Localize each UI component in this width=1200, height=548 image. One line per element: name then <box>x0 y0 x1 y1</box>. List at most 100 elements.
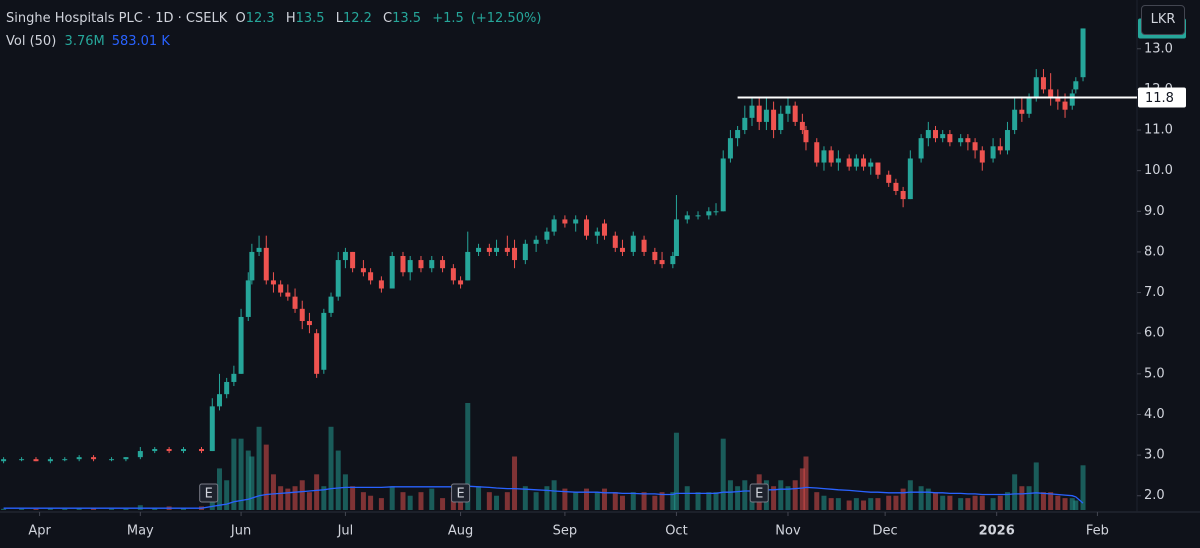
candle-body <box>1 459 7 462</box>
candle-body <box>947 134 953 143</box>
volume-bar <box>476 486 482 510</box>
candle-body <box>76 457 82 460</box>
symbol-title: Singhe Hospitals PLC · 1D · CSELK <box>6 11 228 26</box>
volume-bar <box>1080 465 1086 510</box>
volume-bar <box>958 498 964 510</box>
volume-bar <box>278 486 284 510</box>
candle-body <box>544 231 550 240</box>
volume-bar <box>562 488 568 510</box>
volume-bar <box>418 492 424 510</box>
volume-bar <box>256 426 262 510</box>
volume-bar <box>292 486 298 510</box>
x-tick-label: Aug <box>448 524 473 539</box>
volume-bar <box>868 498 874 510</box>
candle-body <box>256 247 262 252</box>
y-tick-label: 2.0 <box>1144 488 1165 503</box>
candle-body <box>861 158 867 167</box>
candle-body <box>263 247 269 281</box>
volume-bar <box>594 492 600 510</box>
y-tick-label: 3.0 <box>1144 448 1165 463</box>
candle-body <box>846 158 852 167</box>
ohlc-label: H <box>285 11 296 26</box>
ohlc-label: C <box>383 11 393 26</box>
volume-bar <box>321 486 327 510</box>
candle-body <box>803 130 809 143</box>
candle-body <box>328 296 334 313</box>
candle-body <box>641 239 647 252</box>
y-tick-label: 6.0 <box>1144 326 1165 341</box>
candle-body <box>209 406 215 452</box>
volume-bar <box>458 495 464 510</box>
candle-body <box>630 235 636 252</box>
volume-bar <box>861 500 867 510</box>
candle-body <box>299 308 305 322</box>
volume-bar <box>216 468 222 510</box>
candle-body <box>594 231 600 236</box>
volume-bar <box>771 486 777 510</box>
volume-bar <box>583 488 589 510</box>
y-tick-label: 11.0 <box>1144 123 1173 138</box>
volume-bar <box>544 486 550 510</box>
x-tick-label: Apr <box>28 524 51 539</box>
volume-bar <box>706 492 712 510</box>
x-tick-label: Dec <box>873 524 898 539</box>
event-label: E <box>755 487 763 502</box>
candle-body <box>875 162 881 175</box>
volume-bar <box>47 508 53 510</box>
ohlc-value: 12.2 <box>342 11 372 26</box>
volume-bar <box>33 508 39 510</box>
volume-bar <box>1004 492 1010 510</box>
volume-bar <box>360 492 366 510</box>
volume-bar <box>835 498 841 510</box>
y-tick-label: 9.0 <box>1144 204 1165 219</box>
volume-bar <box>19 508 25 510</box>
volume-bar <box>875 498 881 510</box>
volume-bar <box>429 488 435 510</box>
candle-body <box>900 190 906 200</box>
volume-bar <box>742 480 748 510</box>
volume-bar <box>997 495 1003 510</box>
hline-label: 11.8 <box>1145 91 1174 106</box>
candle-body <box>868 162 874 167</box>
volume-bar <box>123 508 129 510</box>
candle-body <box>522 243 528 261</box>
volume-bar <box>378 498 384 510</box>
candle-body <box>749 105 755 118</box>
candle-body <box>979 150 985 163</box>
candle-body <box>1012 109 1018 131</box>
volume-bar <box>368 495 374 510</box>
volume-bar <box>285 488 291 510</box>
volume-bar <box>314 474 320 510</box>
volume-bar <box>389 486 395 510</box>
candle-body <box>551 219 557 232</box>
volume-bar <box>486 492 492 510</box>
currency-button[interactable]: LKR <box>1141 5 1185 35</box>
candle-body <box>713 211 719 213</box>
candle-body <box>1080 28 1086 78</box>
candle-body <box>972 142 978 151</box>
volume-bar <box>918 486 924 510</box>
candle-body <box>91 457 97 460</box>
volume-bar <box>612 492 618 510</box>
volume-bar <box>940 495 946 510</box>
volume-bar <box>828 498 834 510</box>
candle-body <box>360 268 366 273</box>
candle-body <box>314 333 320 374</box>
volume-bar <box>224 480 230 510</box>
ohlc-label: O <box>235 11 246 26</box>
volume-bar <box>512 456 518 510</box>
candle-body <box>166 449 172 452</box>
volume-bar <box>720 438 726 510</box>
volume-bar <box>407 495 413 510</box>
candle-body <box>893 182 899 191</box>
candle-body <box>573 219 579 224</box>
candle-body <box>1062 101 1068 110</box>
candle-body <box>137 451 143 458</box>
candle-body <box>418 260 424 269</box>
candle-body <box>652 251 658 261</box>
volume-bar <box>1040 492 1046 510</box>
candle-body <box>965 138 971 143</box>
ohlc-value: 13.5 <box>295 11 325 26</box>
volume-bar <box>91 508 97 510</box>
volume-bar <box>1012 474 1018 510</box>
